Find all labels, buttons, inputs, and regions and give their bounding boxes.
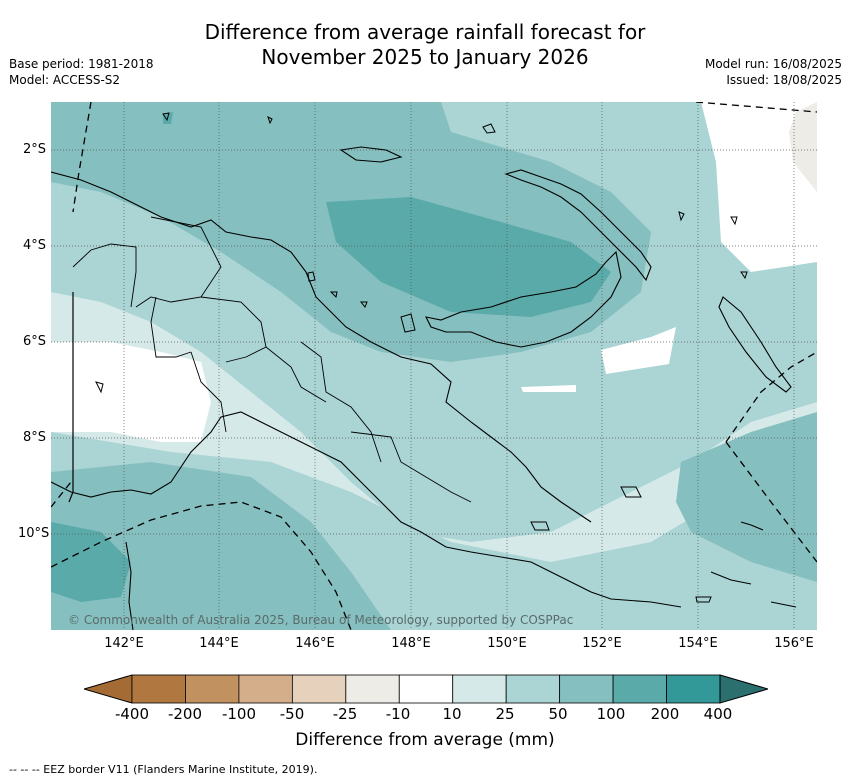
colorbar-segment [131, 674, 186, 704]
lat-label: 2°S [22, 142, 46, 157]
colorbar [84, 674, 768, 704]
map-canvas [51, 102, 817, 630]
rainfall-map [51, 102, 817, 630]
lon-label: 144°E [199, 636, 239, 651]
colorbar-segment [291, 674, 347, 704]
colorbar-tick-label: -400 [114, 705, 150, 723]
png-indonesia-border [68, 292, 74, 503]
colorbar-tick-label: -10 [385, 705, 411, 723]
lon-label: 156°E [774, 636, 814, 651]
lat-label: 6°S [22, 334, 46, 349]
lon-label: 154°E [678, 636, 718, 651]
colorbar-segment [398, 674, 454, 704]
colorbar-extend-low [84, 674, 133, 704]
islands [95, 112, 748, 603]
field-band-100-200-west [51, 522, 131, 602]
lat-label: 8°S [22, 430, 46, 445]
colorbar-tick-label: 50 [548, 705, 568, 723]
field-band-neutral-strip [521, 385, 576, 392]
map-title: Difference from average rainfall forecas… [0, 20, 850, 70]
colorbar-segment [559, 674, 614, 704]
new-guinea-south-coast [51, 411, 682, 608]
field-band-neutral-west [51, 342, 211, 442]
graticule [51, 102, 817, 630]
australia-york-coast [125, 541, 134, 630]
colorbar-tick-label: 100 [596, 705, 626, 723]
lon-label: 152°E [582, 636, 622, 651]
title-line-2: November 2025 to January 2026 [261, 45, 589, 69]
lon-label: 142°E [104, 636, 144, 651]
copyright-notice: © Commonwealth of Australia 2025, Bureau… [68, 613, 574, 627]
solomon-islands-coast [710, 521, 797, 608]
lon-label: 148°E [391, 636, 431, 651]
issued-text: Issued: 18/08/2025 [726, 73, 842, 87]
lon-label: 150°E [487, 636, 527, 651]
colorbar-tick-label: 200 [650, 705, 680, 723]
province-borders [72, 216, 472, 503]
model-info: Base period: 1981-2018 Model: ACCESS-S2 [9, 56, 154, 88]
colorbar-tick-label: 10 [442, 705, 462, 723]
manus-island-coast [339, 146, 403, 163]
bougainville-coast [718, 296, 792, 393]
title-line-1: Difference from average rainfall forecas… [204, 20, 646, 44]
colorbar-segment [452, 674, 507, 704]
lat-label: 10°S [18, 526, 50, 541]
lat-label: 4°S [22, 238, 46, 253]
colorbar-title: Difference from average (mm) [295, 730, 555, 750]
model-run-text: Model run: 16/08/2025 [704, 57, 842, 71]
colorbar-tick-label: -25 [332, 705, 358, 723]
colorbar-tick-label: -200 [167, 705, 203, 723]
field-band-100-200 [326, 197, 611, 317]
colorbar-tick-label: 400 [703, 705, 733, 723]
field-band-neutral-northeast [701, 102, 817, 272]
colorbar-tick-label: 25 [495, 705, 515, 723]
colorbar-segment [505, 674, 561, 704]
colorbar-segment [238, 674, 293, 704]
new-britain-coast [425, 250, 622, 348]
lon-label: 146°E [295, 636, 335, 651]
new-ireland-coast [504, 169, 652, 282]
eez-borders [51, 102, 817, 630]
colorbar-tick-label: -100 [221, 705, 257, 723]
run-info: Model run: 16/08/2025 Issued: 18/08/2025 [705, 56, 842, 88]
colorbar-tick-label: -50 [279, 705, 305, 723]
model-text: Model: ACCESS-S2 [9, 73, 121, 87]
field-band-neutral-east [601, 327, 676, 374]
colorbar-segment [345, 674, 400, 704]
field-band-50-100-southwest [51, 462, 391, 630]
colorbar-segment [185, 674, 240, 704]
colorbar-segment [666, 674, 721, 704]
field-band-50-100-southeast [676, 412, 817, 582]
colorbar-extend-high [719, 674, 768, 704]
eez-footnote: -- -- -- EEZ border V11 (Flanders Marine… [9, 763, 318, 776]
base-period-text: Base period: 1981-2018 [9, 57, 154, 71]
field-band-low-northeast [789, 102, 817, 192]
colorbar-segment [612, 674, 667, 704]
